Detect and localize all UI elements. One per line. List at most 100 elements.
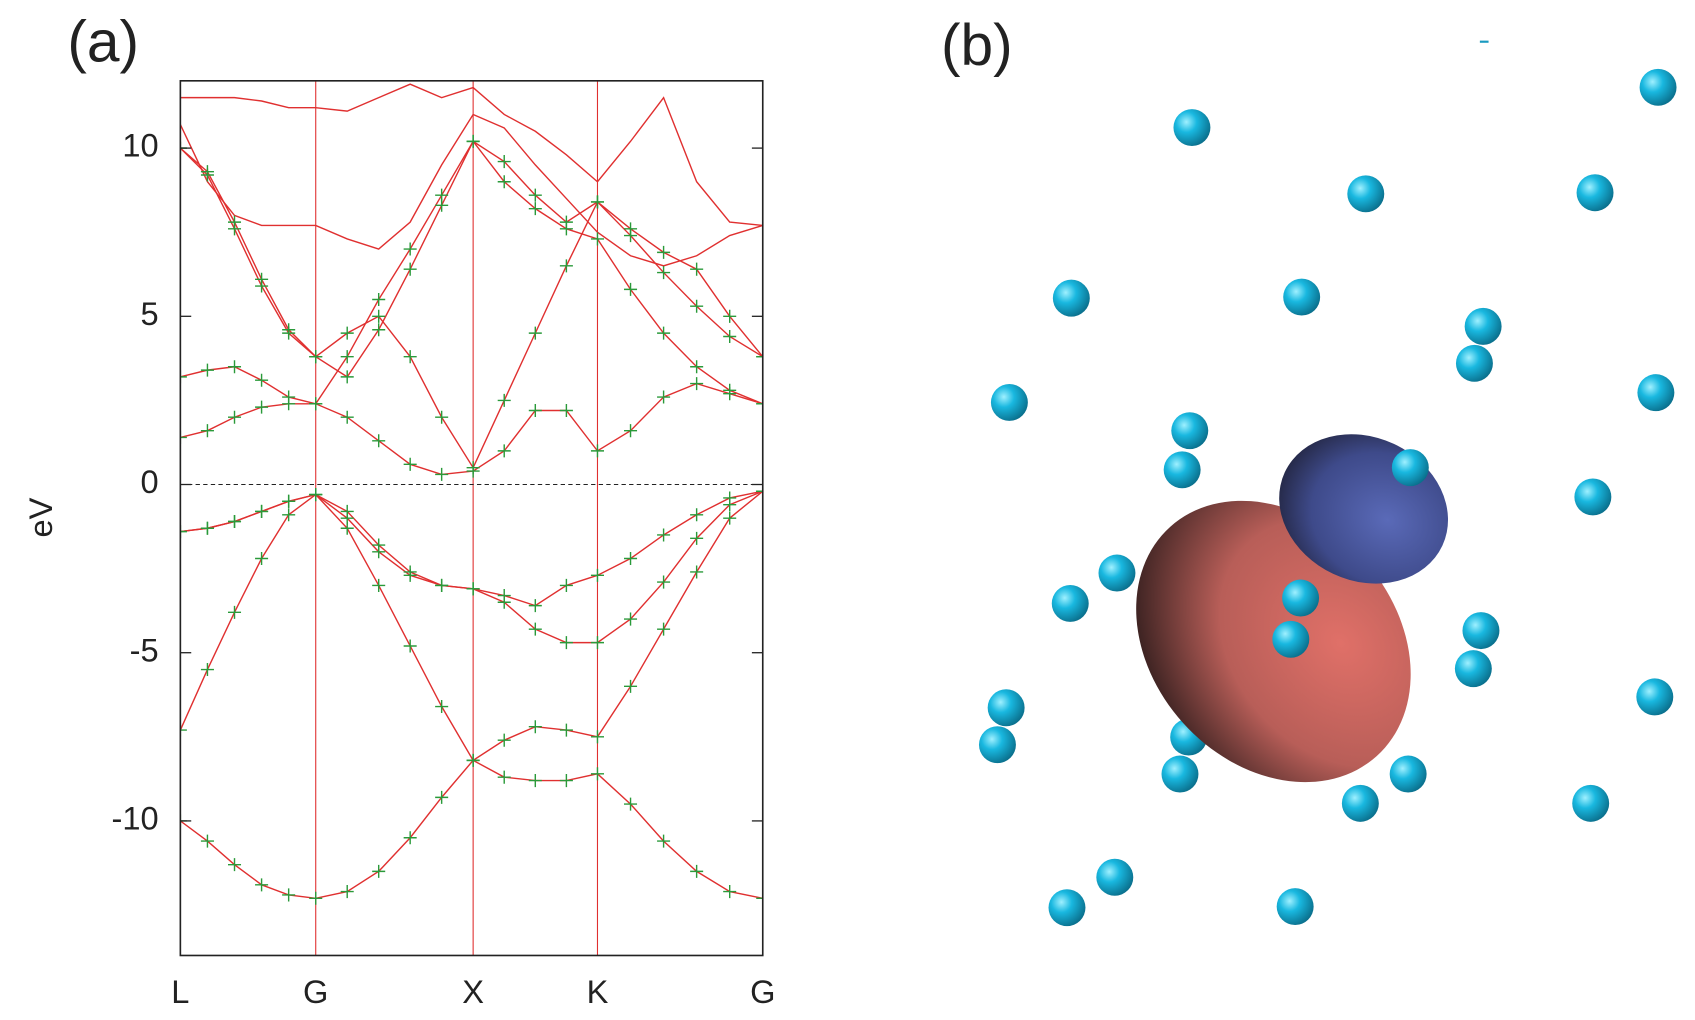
band-marker bbox=[559, 774, 573, 788]
band-marker bbox=[403, 242, 417, 256]
band-marker bbox=[372, 292, 386, 307]
band-marker bbox=[340, 350, 354, 364]
band-marker bbox=[200, 363, 214, 377]
band-marker bbox=[624, 222, 638, 236]
band-marker bbox=[657, 245, 671, 259]
atom bbox=[1283, 278, 1321, 316]
atom bbox=[1574, 478, 1612, 516]
band-line bbox=[180, 140, 763, 405]
band-line bbox=[180, 490, 763, 762]
band-marker bbox=[624, 282, 638, 296]
band-marker bbox=[227, 858, 242, 872]
band-marker bbox=[255, 504, 269, 518]
band-marker bbox=[340, 326, 354, 340]
band-marker bbox=[255, 400, 269, 414]
band-marker bbox=[657, 834, 671, 848]
band-marker bbox=[282, 508, 296, 522]
band-marker bbox=[690, 299, 704, 313]
band-marker bbox=[403, 831, 417, 845]
band-marker bbox=[559, 215, 573, 229]
band-line bbox=[180, 490, 763, 607]
band-marker bbox=[497, 155, 511, 169]
band-marker bbox=[528, 774, 542, 788]
band-marker bbox=[255, 373, 269, 387]
atom bbox=[1173, 109, 1211, 147]
atom bbox=[1052, 279, 1090, 317]
band-marker bbox=[227, 410, 242, 424]
band-marker bbox=[528, 188, 542, 202]
band-marker bbox=[497, 393, 511, 407]
band-marker bbox=[372, 323, 386, 337]
band-marker bbox=[282, 323, 296, 337]
band-marker bbox=[200, 521, 214, 535]
band-marker bbox=[340, 410, 354, 424]
band-marker bbox=[559, 636, 573, 650]
band-marker bbox=[200, 424, 214, 438]
band-marker bbox=[590, 636, 604, 650]
y-tick-label: 10 bbox=[122, 127, 158, 164]
atom bbox=[1171, 412, 1209, 450]
atom bbox=[1276, 888, 1314, 926]
x-tick-label: L bbox=[171, 973, 189, 1010]
atom bbox=[1096, 858, 1134, 896]
band-marker bbox=[435, 198, 449, 212]
band-marker bbox=[282, 494, 296, 508]
band-marker bbox=[466, 134, 480, 148]
band-marker bbox=[624, 797, 638, 811]
atom bbox=[1163, 451, 1201, 489]
atom bbox=[987, 689, 1025, 727]
band-marker bbox=[372, 434, 386, 448]
band-marker bbox=[657, 528, 671, 542]
band-marker bbox=[372, 864, 386, 878]
y-tick-label: 5 bbox=[141, 295, 159, 332]
band-marker bbox=[657, 622, 671, 636]
band-marker bbox=[624, 679, 638, 693]
atom bbox=[1572, 784, 1610, 822]
band-marker bbox=[528, 622, 542, 636]
band-marker bbox=[309, 891, 323, 905]
atom bbox=[1272, 620, 1310, 658]
plot-area bbox=[180, 80, 763, 956]
atom bbox=[1341, 784, 1379, 822]
band-marker bbox=[497, 175, 511, 189]
band-marker bbox=[180, 430, 187, 444]
panel-label: (a) bbox=[67, 10, 139, 75]
band-marker bbox=[200, 663, 214, 677]
band-marker bbox=[466, 582, 480, 596]
atom bbox=[1282, 579, 1320, 617]
band-marker bbox=[435, 700, 449, 714]
band-marker bbox=[309, 488, 323, 502]
band-marker bbox=[466, 753, 480, 767]
band-marker bbox=[180, 525, 187, 539]
plot-frame bbox=[179, 80, 764, 957]
band-marker bbox=[528, 720, 542, 734]
band-line bbox=[180, 140, 763, 378]
band-marker bbox=[282, 390, 296, 404]
band-marker bbox=[403, 565, 417, 579]
y-tick-label: -5 bbox=[130, 631, 159, 668]
band-marker bbox=[756, 397, 763, 411]
band-marker bbox=[497, 770, 511, 784]
atom bbox=[1455, 344, 1493, 382]
band-marker bbox=[435, 578, 449, 592]
band-marker bbox=[756, 350, 763, 364]
atom bbox=[990, 383, 1028, 421]
band-marker bbox=[690, 377, 704, 391]
band-marker bbox=[340, 885, 354, 899]
atom bbox=[1051, 584, 1089, 622]
band-marker bbox=[590, 767, 604, 781]
orbital-view bbox=[978, 40, 1677, 927]
band-marker bbox=[528, 599, 542, 613]
band-marker bbox=[403, 262, 417, 276]
band-marker bbox=[403, 639, 417, 653]
y-axis-label: eV bbox=[22, 497, 59, 537]
y-tick-label: 0 bbox=[141, 463, 159, 500]
atom bbox=[1637, 374, 1675, 412]
band-marker bbox=[756, 891, 763, 905]
atom bbox=[1048, 889, 1086, 927]
band-line bbox=[180, 759, 763, 900]
band-marker bbox=[590, 232, 604, 246]
band-marker bbox=[466, 461, 480, 475]
